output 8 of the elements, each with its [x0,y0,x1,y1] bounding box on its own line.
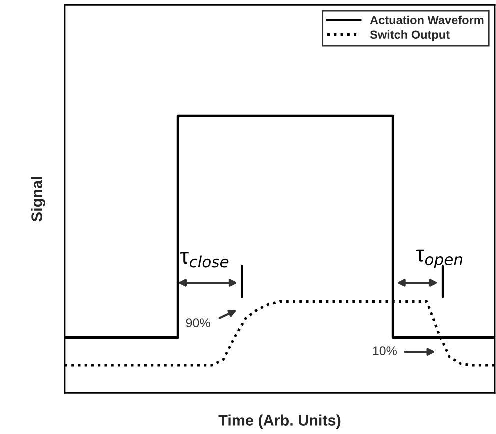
x-axis-title: Time (Arb. Units) [218,414,341,429]
y-axis-title: Signal [31,177,46,222]
legend-label: Switch Output [370,30,450,42]
legend-label: Actuation Waveform [370,16,484,25]
annotation: 90% [186,318,210,328]
annotation: 10% [373,346,397,356]
annotation: τ$_{open}$ [416,250,462,268]
annotation: τ$_{close}$ [180,252,229,268]
